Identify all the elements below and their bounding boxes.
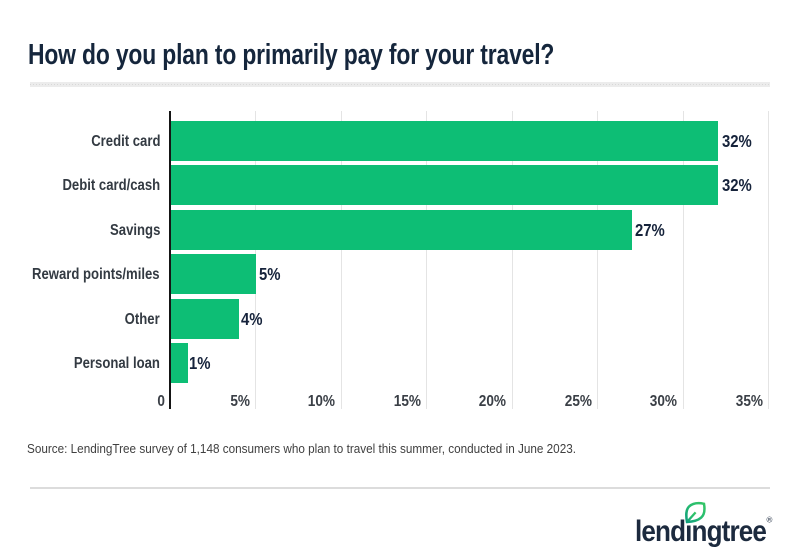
- svg-text:lendıngtree: lendıngtree: [635, 515, 766, 548]
- svg-text:®: ®: [767, 516, 773, 525]
